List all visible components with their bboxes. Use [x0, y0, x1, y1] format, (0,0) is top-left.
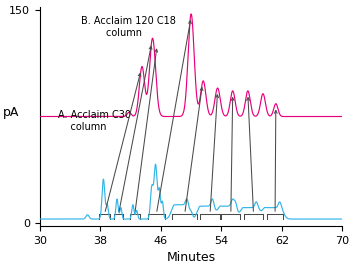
Text: pA: pA [3, 106, 19, 119]
Text: B. Acclaim 120 C18
        column: B. Acclaim 120 C18 column [81, 16, 176, 38]
X-axis label: Minutes: Minutes [166, 251, 216, 264]
Text: A. Acclaim C30
    column: A. Acclaim C30 column [58, 110, 131, 132]
